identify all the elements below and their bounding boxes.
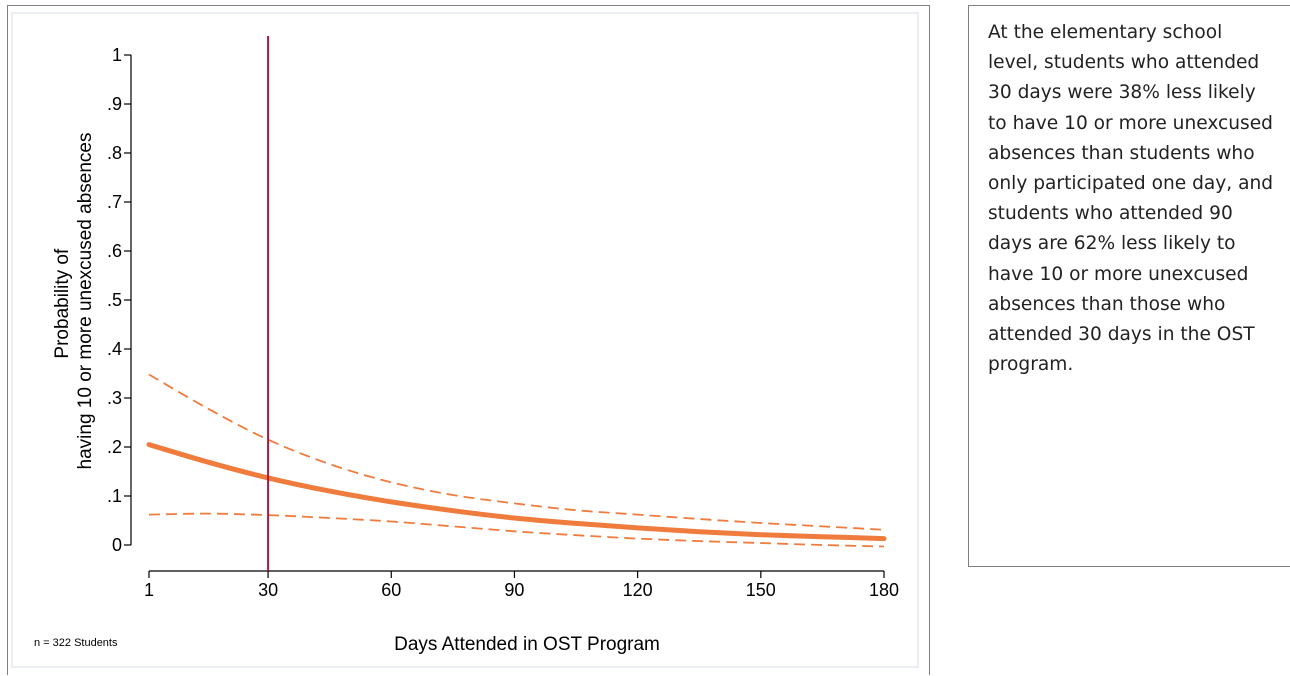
sample-size-note: n = 322 Students [34, 637, 118, 649]
y-tick-label: .5 [107, 290, 122, 310]
x-tick-label: 1 [144, 580, 154, 600]
y-axis-title-line-2: having 10 or more unexcused absences [75, 133, 96, 470]
x-tick-label: 60 [381, 580, 401, 600]
y-tick-label: .3 [107, 388, 122, 408]
y-tick-label: .4 [107, 339, 122, 359]
y-tick-label: .6 [107, 241, 122, 261]
series-layer [146, 373, 887, 548]
y-tick-label: .7 [107, 192, 122, 212]
x-tick-label: 180 [869, 580, 899, 600]
series-line-upper [148, 373, 885, 531]
x-tick-label: 150 [746, 580, 776, 600]
chart-panel: 0 .1 .2 .3 .4 .5 .6 .7 .8 .9 1 1 30 60 90 120 150 180 Day… [7, 5, 930, 675]
axis-layer: 0 .1 .2 .3 .4 .5 .6 .7 .8 .9 1 1 30 60 90 120 150 180 [107, 36, 899, 600]
y-axis-title: Probability of having 10 or more unexcus… [52, 133, 96, 470]
x-axis-title: Days Attended in OST Program [394, 634, 660, 655]
y-axis-title-line-1: Probability of [52, 248, 73, 359]
chart: 0 .1 .2 .3 .4 .5 .6 .7 .8 .9 1 1 30 60 90 120 150 180 Day… [11, 12, 919, 668]
callout-text: At the elementary school level, students… [988, 22, 1274, 376]
y-tick-label: .9 [107, 94, 122, 114]
x-tick-label: 90 [504, 580, 524, 600]
y-tick-label: .1 [107, 486, 122, 506]
callout-box: At the elementary school level, students… [968, 5, 1290, 567]
x-tick-label: 120 [623, 580, 653, 600]
y-tick-label: .2 [107, 437, 122, 457]
plot-region-border [11, 12, 919, 668]
y-tick-label: .8 [107, 143, 122, 163]
y-tick-label: 1 [112, 45, 122, 65]
y-tick-label: 0 [112, 535, 122, 555]
x-tick-label: 30 [258, 580, 278, 600]
